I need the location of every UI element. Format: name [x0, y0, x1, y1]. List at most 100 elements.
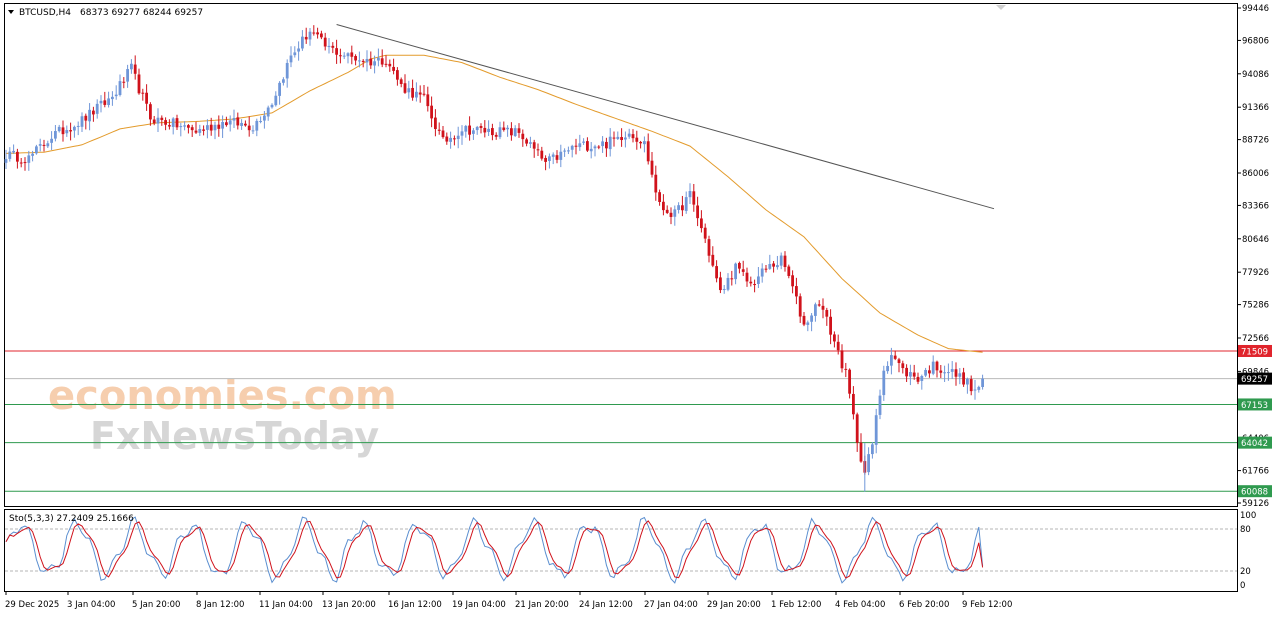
bullish-candle: [289, 55, 293, 63]
stochastic-tick-label: 20: [1240, 567, 1251, 577]
bullish-candle: [677, 205, 680, 210]
bearish-candle: [532, 142, 536, 149]
price-tick-label: 72566: [1242, 334, 1269, 344]
support-level-label-bg: [1238, 485, 1272, 498]
bearish-candle: [149, 104, 152, 120]
bullish-candle: [297, 48, 300, 52]
bullish-candle: [12, 150, 15, 153]
time-tick-label: 16 Jan 12:00: [388, 600, 442, 610]
bearish-candle: [711, 254, 715, 266]
current-price-label-bg: [1238, 372, 1272, 385]
bearish-candle: [468, 125, 471, 135]
bullish-candle: [643, 141, 646, 145]
bullish-candle: [130, 63, 133, 70]
stochastic-main-line: [5, 516, 984, 584]
bullish-candle: [475, 126, 479, 131]
bullish-candle: [179, 126, 183, 128]
time-tick-label: 29 Jan 20:00: [707, 600, 761, 610]
bullish-candle: [50, 138, 53, 143]
bearish-candle: [745, 272, 749, 282]
bearish-candle: [654, 174, 658, 193]
bullish-candle: [259, 121, 262, 123]
stochastic-tick-label: 100: [1240, 511, 1256, 521]
bullish-candle: [760, 268, 764, 277]
bearish-candle: [61, 127, 65, 135]
bearish-candle: [662, 201, 665, 211]
bearish-candle: [738, 262, 741, 269]
bullish-candle: [726, 277, 730, 290]
bullish-candle: [73, 126, 76, 131]
bearish-candle: [833, 334, 836, 342]
bearish-candle: [658, 192, 661, 202]
dropdown-triangle-icon[interactable]: [8, 10, 14, 14]
downtrend-line: [336, 24, 995, 210]
bullish-candle: [627, 133, 631, 137]
time-tick-label: 11 Jan 04:00: [259, 600, 313, 610]
bearish-candle: [84, 115, 88, 121]
bullish-candle: [616, 136, 620, 139]
stochastic-panel-frame: [4, 509, 1238, 592]
bullish-candle: [810, 315, 813, 322]
bearish-candle: [852, 393, 855, 415]
price-tick-label: 61766: [1242, 467, 1269, 477]
bearish-candle: [194, 130, 198, 133]
bearish-candle: [829, 316, 832, 335]
bullish-candle: [924, 369, 927, 376]
bearish-candle: [69, 130, 72, 132]
bearish-candle: [855, 414, 859, 443]
bearish-candle: [719, 277, 722, 291]
bullish-candle: [688, 191, 692, 198]
price-tick-label: 83366: [1242, 201, 1269, 211]
bullish-candle: [779, 255, 783, 266]
bearish-candle: [430, 105, 433, 119]
bearish-candle: [494, 134, 498, 137]
bearish-candle: [536, 149, 540, 151]
bearish-candle: [935, 361, 939, 371]
bearish-candle: [502, 127, 506, 131]
watermark: economies.com FxNewsToday: [48, 373, 397, 458]
bearish-candle: [92, 110, 95, 115]
bearish-candle: [836, 341, 840, 351]
bullish-candle: [567, 150, 570, 152]
bearish-candle: [434, 117, 437, 130]
bearish-candle: [247, 125, 251, 131]
bearish-candle: [422, 93, 426, 95]
moving-average-line: [5, 54, 983, 353]
bullish-candle: [981, 378, 984, 387]
bearish-candle: [491, 128, 494, 136]
bullish-candle: [582, 141, 585, 143]
bullish-candle: [46, 143, 50, 147]
bullish-candle: [559, 151, 563, 160]
bearish-candle: [190, 127, 194, 131]
bullish-candle: [624, 137, 627, 140]
scroll-marker-icon: [996, 5, 1006, 10]
bearish-candle: [16, 151, 19, 162]
bullish-candle: [757, 276, 760, 284]
bearish-candle: [939, 370, 943, 373]
bearish-candle: [225, 122, 228, 126]
time-tick-label: 29 Dec 2025: [5, 600, 59, 610]
bearish-candle: [825, 310, 829, 317]
bearish-candle: [597, 146, 601, 148]
support-level-label-bg: [1238, 398, 1272, 411]
bearish-candle: [152, 119, 156, 124]
bullish-candle: [118, 81, 122, 95]
bullish-candle: [722, 288, 726, 290]
bullish-candle: [301, 36, 304, 49]
bearish-candle: [437, 129, 441, 131]
bearish-candle: [133, 64, 137, 74]
bullish-candle: [890, 355, 893, 366]
time-tick-label: 6 Feb 20:00: [899, 600, 949, 610]
bearish-candle: [418, 92, 422, 95]
bullish-candle: [365, 58, 369, 63]
price-tick-label: 86006: [1242, 169, 1269, 179]
bearish-candle: [209, 124, 213, 131]
bullish-candle: [449, 137, 452, 142]
bearish-candle: [217, 124, 221, 129]
bearish-candle: [141, 92, 145, 94]
bearish-candle: [620, 137, 623, 141]
bearish-candle: [392, 66, 395, 71]
bearish-candle: [517, 128, 521, 133]
